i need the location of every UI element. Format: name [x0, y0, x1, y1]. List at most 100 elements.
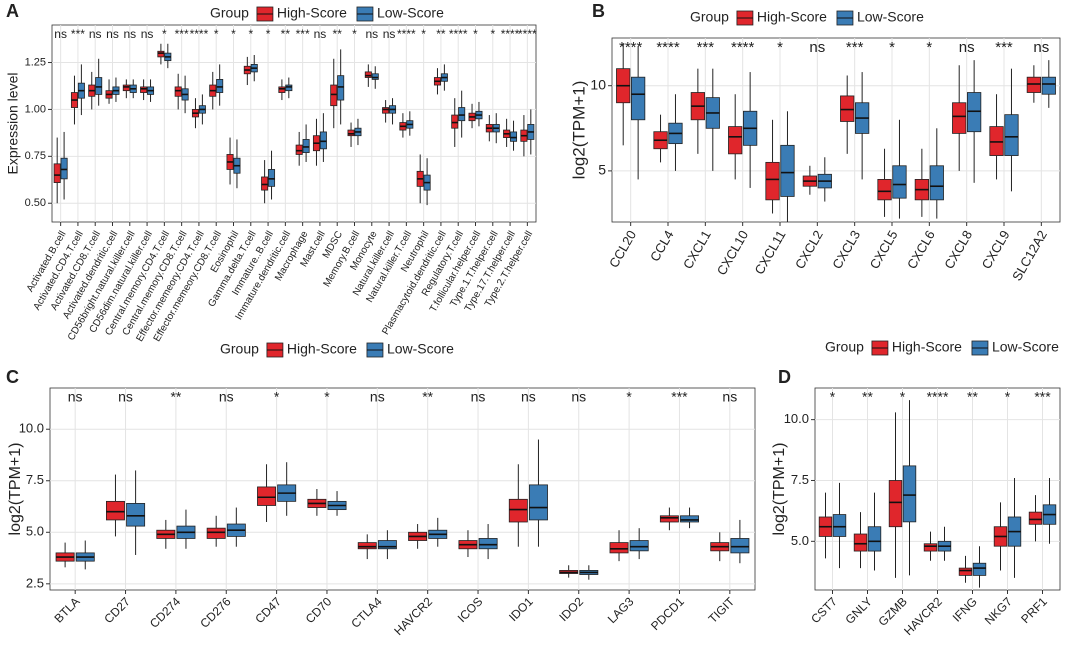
box	[923, 543, 938, 552]
panel: B510CCL20****CCL4****CXCL1***CXCL10****C…	[569, 1, 1061, 283]
box	[458, 107, 466, 122]
x-tick-label: NKG7	[982, 594, 1015, 627]
legend-title: Group	[690, 9, 729, 25]
significance-label: *	[274, 389, 280, 405]
y-axis-title: Expression level	[5, 73, 21, 175]
box	[330, 84, 338, 107]
legend-title: Group	[210, 5, 249, 21]
box	[1004, 114, 1019, 156]
box	[106, 500, 125, 521]
significance-label: *	[777, 39, 783, 56]
legend-label: High-Score	[757, 9, 827, 25]
significance-label: ***	[175, 27, 189, 41]
significance-label: ns	[68, 389, 83, 405]
box	[867, 526, 882, 552]
significance-label: **	[170, 389, 181, 405]
significance-label: *	[248, 27, 253, 41]
plot-area	[51, 24, 537, 223]
significance-label: *	[231, 27, 236, 41]
x-tick-label: LAG3	[605, 594, 637, 626]
significance-label: ns	[571, 389, 586, 405]
significance-label: *	[162, 27, 167, 41]
significance-label: ****	[656, 39, 680, 56]
x-tick-label: CXCL6	[904, 228, 938, 272]
y-tick-label: 5.0	[26, 524, 44, 539]
box	[728, 126, 743, 155]
significance-label: ns	[123, 27, 136, 41]
significance-label: *	[626, 389, 632, 405]
box	[840, 95, 855, 122]
box	[958, 567, 973, 576]
box	[529, 484, 548, 521]
panel: D5.07.510.0CST7*GNLY**GZMB*HAVCR2****IFN…	[771, 339, 1061, 638]
significance-label: *	[900, 389, 906, 405]
significance-label: *	[324, 389, 330, 405]
significance-label: **	[862, 389, 873, 405]
box	[295, 144, 303, 155]
y-tick-label: 10.0	[784, 411, 809, 426]
significance-label: ***	[296, 27, 310, 41]
significance-label: ns	[370, 389, 385, 405]
significance-label: ****	[619, 39, 643, 56]
box	[126, 503, 146, 527]
legend-label: Low-Score	[387, 341, 454, 357]
y-tick-label: 1.25	[25, 56, 46, 68]
x-tick-label: CXCL11	[751, 228, 788, 277]
significance-label: ns	[521, 389, 536, 405]
significance-label: ns	[471, 389, 486, 405]
box	[989, 126, 1004, 156]
significance-label: ns	[141, 27, 154, 41]
legend-label: Low-Score	[857, 9, 924, 25]
significance-label: ***	[697, 39, 715, 56]
significance-label: ns	[809, 39, 825, 56]
box	[659, 515, 679, 523]
x-tick-label: CXCL10	[714, 228, 752, 278]
box	[929, 165, 944, 201]
significance-label: ns	[383, 27, 396, 41]
significance-label: ns	[54, 27, 67, 41]
x-tick-label: CD70	[303, 594, 335, 626]
y-tick-label: 7.5	[791, 472, 809, 487]
x-tick-label: ICOS	[455, 594, 486, 625]
significance-label: ns	[722, 389, 737, 405]
x-tick-label: PRF1	[1018, 594, 1050, 626]
box	[780, 144, 795, 197]
box	[892, 165, 907, 199]
y-tick-label: 0.75	[25, 150, 46, 162]
box	[319, 131, 327, 150]
box	[122, 84, 130, 92]
box	[206, 527, 226, 539]
significance-label: *	[421, 27, 426, 41]
significance-label: ns	[89, 27, 102, 41]
significance-label: **	[281, 27, 291, 41]
box	[174, 86, 182, 97]
significance-label: ***	[846, 39, 864, 56]
significance-label: ****	[927, 389, 949, 405]
x-tick-label: CXCL3	[829, 228, 863, 272]
x-tick-label: TIGIT	[706, 594, 738, 626]
significance-label: **	[422, 389, 433, 405]
box	[972, 562, 987, 576]
box	[140, 86, 148, 93]
y-tick-label: 10	[590, 76, 606, 92]
panel: A0.500.751.001.25Activated.B.cellnsActiv…	[5, 1, 537, 344]
box	[952, 102, 967, 134]
box	[364, 71, 372, 78]
box	[357, 542, 377, 550]
box	[1028, 511, 1043, 525]
y-tick-label: 1.00	[25, 103, 46, 115]
box	[382, 107, 390, 114]
box	[337, 75, 345, 101]
y-axis-title: log2(TPM+1)	[771, 443, 788, 536]
x-tick-label: CXCL5	[867, 228, 901, 272]
box	[377, 540, 397, 550]
x-tick-label: CST7	[808, 594, 840, 626]
y-tick-label: 2.5	[26, 575, 44, 590]
box	[1041, 76, 1056, 95]
significance-label: ****	[518, 27, 537, 41]
y-tick-label: 10.0	[19, 421, 44, 436]
box	[53, 163, 61, 183]
significance-label: ns	[106, 27, 119, 41]
plot-area	[49, 387, 756, 591]
panel-label: C	[6, 367, 19, 387]
